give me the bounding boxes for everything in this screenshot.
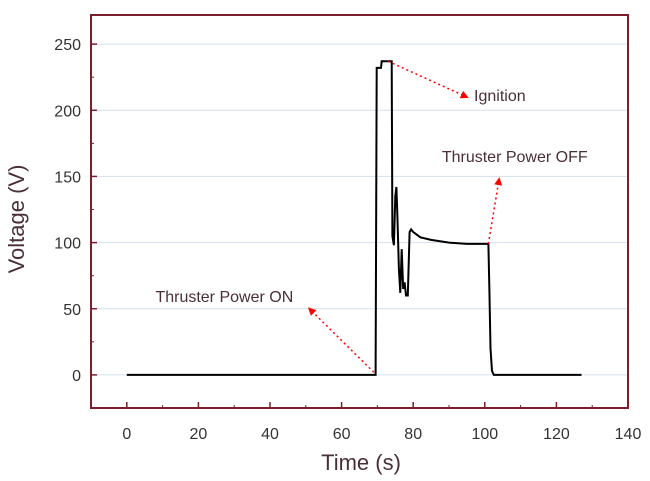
annotation-arrow-1 <box>487 177 503 245</box>
plot-frame <box>90 14 629 409</box>
x-tick-label: 100 <box>471 426 498 443</box>
y-axis-label: Voltage (V) <box>4 165 29 274</box>
annotations-group: Ignition Thruster Power OFF Thruster Power… <box>155 60 588 373</box>
x-tick-label: 140 <box>615 426 642 443</box>
x-tick-label: 20 <box>190 426 208 443</box>
y-tick-label: 150 <box>54 169 81 186</box>
y-tick-label: 0 <box>72 368 81 385</box>
annotation-label-1: Thruster Power OFF <box>442 149 588 166</box>
annotation-arrow-0 <box>387 60 469 99</box>
y-tick-label: 50 <box>63 302 81 319</box>
grid-lines <box>91 43 628 376</box>
x-tick-label: 40 <box>261 426 279 443</box>
x-tick-label: 0 <box>122 426 131 443</box>
y-tick-label: 200 <box>54 103 81 120</box>
annotation-label-2: Thruster Power ON <box>155 289 293 306</box>
annotation-arrow-2 <box>307 307 375 373</box>
x-tick-label: 80 <box>404 426 422 443</box>
x-tick-label: 120 <box>543 426 570 443</box>
y-tick-label: 100 <box>54 236 81 253</box>
x-tick-label: 60 <box>333 426 351 443</box>
series-line-0 <box>126 60 582 376</box>
annotation-label-0: Ignition <box>474 88 526 105</box>
y-tick-label: 250 <box>54 37 81 54</box>
axis-ticks: 0 50 100 150 200 250 0 20 40 60 80 100 120 140 <box>54 37 641 443</box>
series-group <box>126 60 582 376</box>
x-axis-label: Time (s) <box>321 450 401 475</box>
